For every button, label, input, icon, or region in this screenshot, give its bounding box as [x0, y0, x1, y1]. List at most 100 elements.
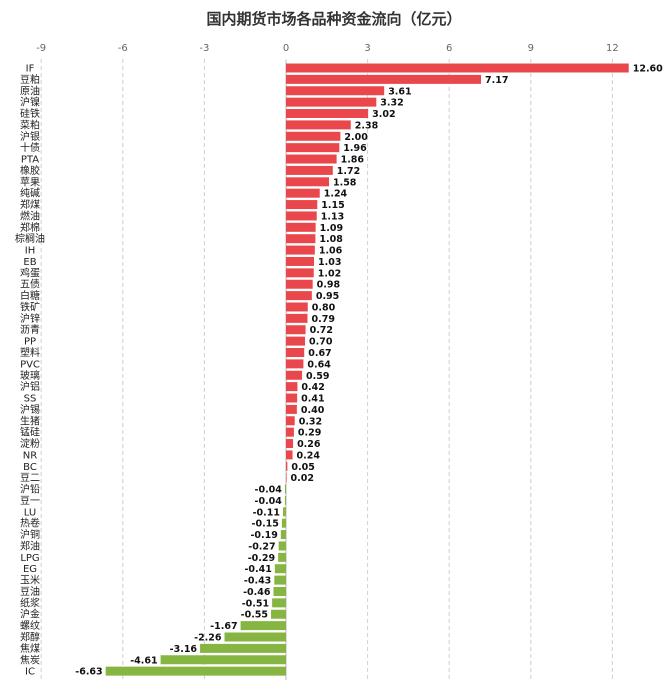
value-label: -1.67 [210, 621, 237, 632]
category-label: 焦炭 [20, 653, 40, 666]
bar [280, 530, 286, 540]
bar [286, 154, 337, 164]
value-label: -0.15 [252, 519, 279, 530]
bars [105, 63, 629, 676]
value-label: 3.02 [372, 109, 395, 120]
value-label: 0.79 [311, 314, 334, 325]
value-label: 1.13 [321, 211, 344, 222]
category-label: 沪铝 [20, 380, 40, 393]
bar [286, 427, 294, 437]
bar [286, 325, 306, 335]
category-label: 铁矿 [20, 300, 40, 313]
bar [286, 131, 341, 141]
category-label: 燃油 [20, 209, 40, 222]
value-label: -0.19 [250, 530, 277, 541]
bar [286, 74, 482, 84]
x-tick-label: -3 [199, 43, 209, 54]
value-label: 0.59 [306, 371, 329, 382]
bar [284, 495, 286, 505]
value-label: -0.27 [248, 541, 275, 552]
value-label: 2.38 [355, 120, 379, 131]
category-label: EG [23, 564, 37, 575]
value-label: -0.04 [255, 485, 283, 496]
bar [286, 200, 318, 210]
value-label: 1.15 [321, 200, 344, 211]
bar [286, 291, 312, 301]
category-label: 十债 [20, 141, 40, 154]
category-label: 沥青 [20, 323, 40, 336]
value-label: 0.80 [312, 302, 336, 313]
x-tick-label: 12 [606, 43, 619, 54]
category-label: 沪金 [20, 608, 40, 621]
bar [286, 336, 306, 346]
bar [286, 279, 313, 289]
x-tick-label: -6 [118, 43, 128, 54]
bar [271, 609, 286, 619]
x-tick-label: 0 [283, 43, 289, 54]
bar [224, 632, 286, 642]
bar [286, 359, 304, 369]
bar [200, 643, 286, 653]
value-label: 1.72 [337, 166, 360, 177]
value-label: 3.32 [380, 98, 403, 109]
category-label: 沪锡 [20, 403, 40, 416]
category-label: SS [24, 394, 37, 405]
value-label: 1.58 [333, 177, 357, 188]
bar [286, 234, 316, 244]
value-label: 1.86 [341, 155, 365, 166]
bar [286, 109, 369, 119]
category-label: IC [25, 667, 35, 678]
category-labels: IF豆粕原油沪镍硅铁菜粕沪银十债PTA橡胶苹果纯碱郑煤燃油郑棉棕榈油IHEB鸡蛋… [15, 64, 45, 678]
value-label: 0.70 [309, 337, 333, 348]
bar [240, 621, 286, 631]
category-label: 郑油 [20, 539, 40, 552]
x-axis-ticks: -9 -6 -3 0 3 6 9 12 [36, 43, 619, 54]
bar [283, 507, 286, 517]
value-label: -0.29 [248, 553, 275, 564]
bar [286, 404, 297, 414]
category-label: 棕榈油 [15, 232, 45, 245]
x-tick-label: 6 [446, 43, 452, 54]
bar [286, 86, 385, 96]
category-label: 锰硅 [20, 426, 40, 439]
bar [281, 518, 286, 528]
category-label: 纯碱 [20, 187, 40, 200]
value-label: 0.98 [317, 280, 341, 291]
bar [272, 598, 286, 608]
value-label: -0.43 [244, 576, 271, 587]
category-label: PTA [21, 155, 39, 166]
value-label: -0.41 [244, 564, 271, 575]
value-label: 1.06 [319, 246, 343, 257]
chart-title: 国内期货市场各品种资金流向（亿元） [206, 10, 462, 28]
value-label: -0.51 [242, 598, 269, 609]
bar [286, 222, 316, 232]
bar [286, 177, 329, 187]
value-label: 1.24 [324, 189, 348, 200]
category-label: 生猪 [20, 414, 40, 427]
bar [160, 655, 286, 665]
category-label: 淀粉 [20, 437, 40, 450]
value-label: 0.26 [297, 439, 321, 450]
value-label: -0.11 [253, 507, 280, 518]
bar [274, 575, 286, 585]
category-label: 硅铁 [20, 107, 40, 120]
category-label: 豆粕 [20, 73, 40, 86]
value-label: -0.04 [255, 496, 283, 507]
category-label: IH [25, 246, 35, 257]
bar [278, 552, 286, 562]
category-label: 沪铜 [20, 528, 40, 541]
value-label: -0.55 [241, 610, 268, 621]
value-label: 3.61 [388, 86, 411, 97]
bar [286, 120, 351, 130]
category-label: 沪镍 [20, 96, 40, 109]
category-label: 豆二 [20, 472, 40, 484]
value-label: 0.05 [291, 462, 314, 473]
category-label: 热卷 [20, 517, 40, 530]
category-label: 豆油 [20, 585, 40, 598]
bar [286, 211, 317, 221]
bar [286, 370, 303, 380]
category-label: 玻璃 [20, 369, 40, 382]
category-label: 豆一 [20, 495, 40, 507]
bar [274, 564, 286, 574]
